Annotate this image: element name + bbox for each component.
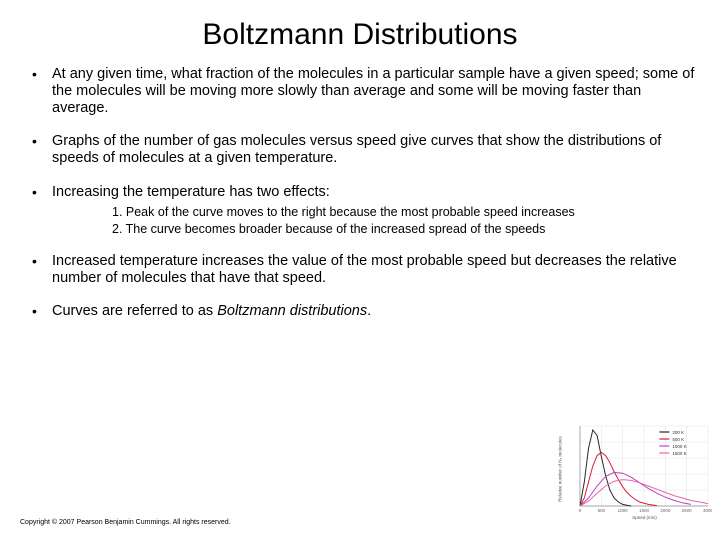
bullet-item: Increased temperature increases the valu… [30, 253, 700, 287]
slide: Boltzmann Distributions At any given tim… [0, 0, 720, 540]
chart-xlabel: Speed (m/s) [632, 515, 657, 520]
svg-text:200 K: 200 K [672, 430, 684, 435]
svg-text:1000: 1000 [618, 508, 629, 513]
bullet-text: Increased temperature increases the valu… [52, 253, 677, 286]
bullet-item: Graphs of the number of gas molecules ve… [30, 133, 700, 167]
svg-text:500: 500 [598, 508, 606, 513]
bullet-text-italic: Boltzmann distributions [217, 303, 367, 319]
svg-text:2000: 2000 [660, 508, 671, 513]
boltzmann-chart: Relative number of N₂ molecules 05001000… [562, 420, 712, 518]
slide-title: Boltzmann Distributions [20, 18, 700, 52]
sub-list: 1. Peak of the curve moves to the right … [52, 205, 700, 238]
svg-text:500 K: 500 K [672, 437, 684, 442]
chart-svg: 050010001500200025003000200 K500 K1000 K… [562, 420, 712, 518]
svg-text:1500: 1500 [639, 508, 650, 513]
bullet-text-prefix: Curves are referred to as [52, 303, 217, 319]
bullet-item: Curves are referred to as Boltzmann dist… [30, 303, 700, 320]
bullet-text: At any given time, what fraction of the … [52, 66, 694, 116]
bullet-item: At any given time, what fraction of the … [30, 66, 700, 117]
bullet-text: Graphs of the number of gas molecules ve… [52, 133, 661, 166]
copyright-text: Copyright © 2007 Pearson Benjamin Cummin… [20, 519, 231, 526]
sub-item: 2. The curve becomes broader because of … [112, 222, 700, 237]
svg-text:3000: 3000 [703, 508, 712, 513]
svg-text:1000 K: 1000 K [672, 444, 686, 449]
chart-ylabel: Relative number of N₂ molecules [558, 436, 563, 502]
bullet-text-suffix: . [367, 303, 371, 319]
bullet-text: Increasing the temperature has two effec… [52, 184, 330, 200]
svg-text:1500 K: 1500 K [672, 451, 686, 456]
bullet-item: Increasing the temperature has two effec… [30, 184, 700, 238]
svg-text:2500: 2500 [682, 508, 693, 513]
bullet-list: At any given time, what fraction of the … [20, 66, 700, 320]
sub-item: 1. Peak of the curve moves to the right … [112, 205, 700, 220]
